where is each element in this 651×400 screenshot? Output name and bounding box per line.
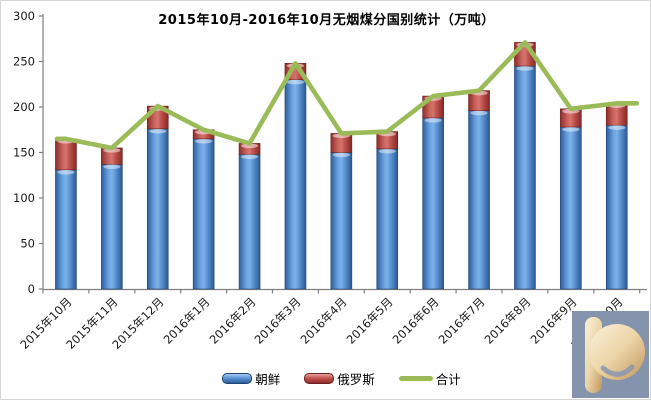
y-tick-label: 0 [28, 282, 35, 296]
bar-segment-korea [422, 117, 444, 290]
bar-top-highlight [608, 125, 626, 130]
bar-top-highlight [286, 79, 305, 85]
bar-segment-korea [514, 65, 536, 290]
blue-bar-swatch-icon [222, 373, 253, 384]
bar-segment-korea [284, 79, 307, 290]
bar-segment-korea [560, 126, 582, 290]
y-tick-label: 200 [13, 100, 35, 114]
y-tick-label: 150 [13, 146, 35, 160]
y-tick-label: 50 [20, 237, 35, 251]
legend-label: 合计 [435, 372, 461, 387]
y-tick-label: 100 [13, 191, 35, 205]
legend-label: 俄罗斯 [337, 372, 375, 387]
y-tick-label: 300 [13, 9, 35, 23]
bar-top-highlight [378, 148, 396, 154]
watermark-p-logo-icon [572, 311, 649, 398]
bar-top-highlight [57, 169, 75, 175]
bar-segment-korea [101, 164, 123, 290]
total-line [54, 40, 640, 151]
bar-top-highlight [470, 110, 488, 116]
chart-title: 2015年10月-2016年10月无烟煤分国别统计（万吨） [158, 13, 495, 28]
bar-top-highlight [240, 154, 259, 160]
green-line-swatch-icon [398, 376, 433, 381]
bar-top-highlight [103, 164, 121, 170]
legend-item-total: 合计 [398, 369, 461, 388]
bar-top-highlight [562, 127, 580, 132]
legend: 朝鲜 俄罗斯 合计 [43, 369, 640, 388]
bar-segment-korea [468, 110, 490, 290]
bar-segment-korea [146, 128, 169, 290]
bar-top-highlight [516, 66, 534, 71]
legend-item-korea: 朝鲜 [222, 369, 280, 388]
bar-segment-korea [605, 124, 628, 290]
bar-segment-korea [238, 154, 261, 290]
y-tick-label: 250 [13, 55, 35, 69]
bar-segment-korea [330, 152, 353, 290]
bar-segment-korea [192, 138, 215, 290]
bar-segment-korea [376, 148, 399, 290]
legend-label: 朝鲜 [255, 372, 281, 387]
bar-top-highlight [240, 143, 259, 149]
red-bar-swatch-icon [304, 373, 335, 384]
legend-item-russia: 俄罗斯 [304, 369, 375, 388]
bar-segment-korea [55, 169, 77, 290]
bar-top-highlight [424, 118, 442, 123]
bar-top-highlight [332, 152, 350, 158]
bar-top-highlight [149, 128, 167, 134]
bar-top-highlight [195, 138, 213, 144]
